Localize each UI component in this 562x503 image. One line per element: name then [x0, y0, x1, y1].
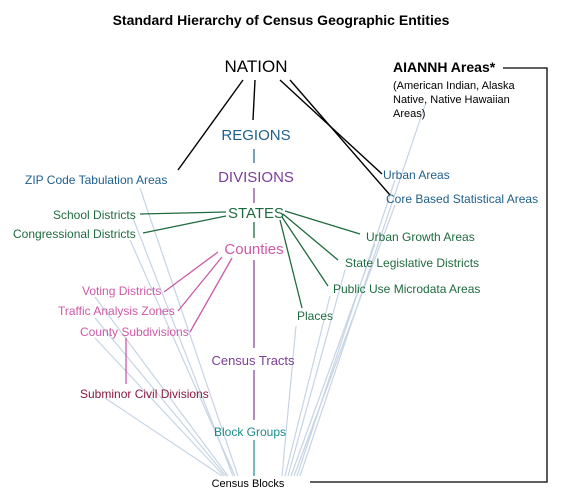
census-block-connector-lines [94, 104, 426, 477]
node-aiannh-sub-2: Native, Native Hawaiian [393, 94, 510, 106]
node-voting-districts: Voting Districts [82, 284, 161, 298]
node-urban-areas: Urban Areas [383, 168, 450, 182]
node-zcta: ZIP Code Tabulation Areas [25, 173, 167, 187]
aiannh-bracket-line [310, 67, 548, 483]
node-puma: Public Use Microdata Areas [333, 282, 480, 296]
node-aiannh-sub-3: Areas) [393, 108, 425, 120]
node-counties: Counties [224, 241, 283, 258]
node-subminor-civil-divisions: Subminor Civil Divisions [80, 387, 209, 401]
node-urban-growth-areas: Urban Growth Areas [366, 230, 475, 244]
node-regions: REGIONS [221, 127, 290, 144]
node-divisions: DIVISIONS [218, 169, 294, 186]
node-places: Places [297, 309, 333, 323]
node-states: STATES [228, 205, 284, 222]
node-census-tracts: Census Tracts [211, 353, 295, 368]
node-county-subdivisions: County Subdivisions [80, 325, 189, 339]
diagram-title: Standard Hierarchy of Census Geographic … [113, 12, 450, 28]
node-census-blocks: Census Blocks [212, 478, 285, 490]
node-state-legislative-districts: State Legislative Districts [345, 256, 479, 270]
node-aiannh-sub-1: (American Indian, Alaska [393, 80, 516, 92]
states-connector-lines [139, 210, 361, 309]
node-cbsa: Core Based Statistical Areas [386, 192, 538, 206]
node-aiannh-title: AIANNH Areas* [393, 59, 496, 75]
node-nation: NATION [225, 57, 288, 76]
node-traffic-analysis-zones: Traffic Analysis Zones [58, 304, 175, 318]
counties-connector-lines [125, 251, 233, 384]
node-congressional-districts: Congressional Districts [13, 227, 136, 241]
node-school-districts: School Districts [53, 208, 136, 222]
nation-connector-lines [177, 79, 391, 196]
node-block-groups: Block Groups [214, 425, 286, 439]
